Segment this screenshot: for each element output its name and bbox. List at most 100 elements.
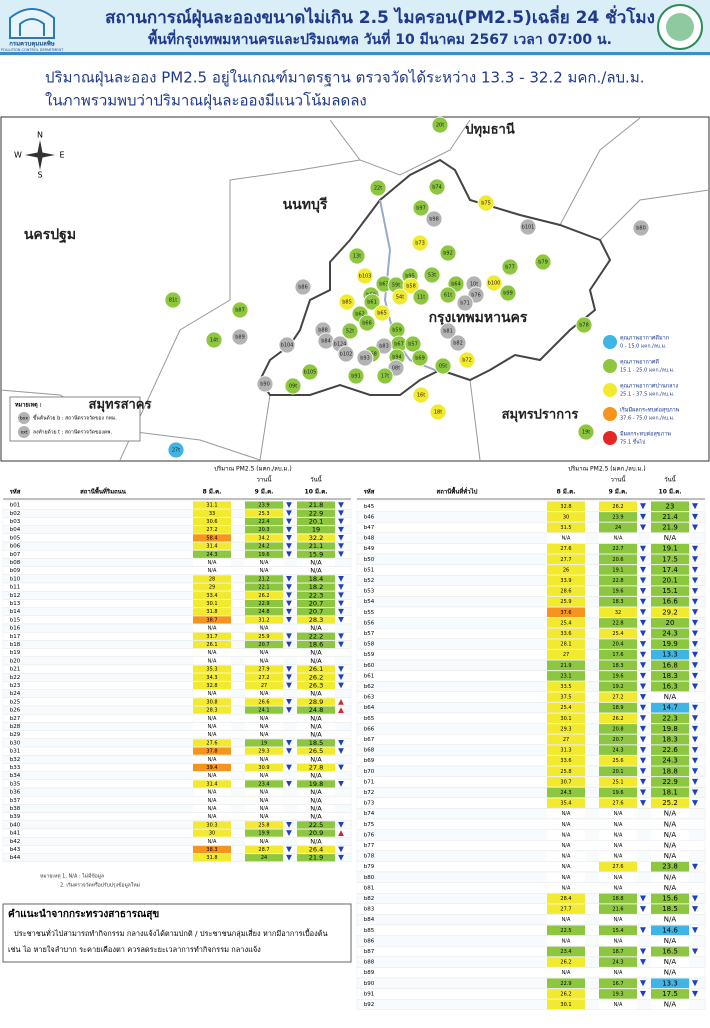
station-code: b99	[503, 291, 513, 297]
value-cell	[297, 673, 335, 681]
row-code: b25	[10, 699, 21, 705]
value-cell	[599, 565, 637, 575]
compass-label: E	[59, 151, 64, 160]
station-marker	[231, 301, 249, 319]
value-text: 26.2	[612, 716, 623, 722]
value-cell	[193, 681, 231, 690]
station-code: b103	[359, 274, 372, 280]
trend-arrow	[692, 683, 698, 690]
row-code: b88	[364, 960, 375, 966]
value-cell	[245, 526, 283, 534]
value-text: 20.1	[309, 518, 324, 526]
value-text: 16.6	[662, 598, 678, 606]
value-cell	[193, 698, 231, 706]
trend-arrow	[692, 588, 698, 595]
station-code: 05t	[439, 364, 447, 370]
value-cell	[651, 851, 689, 861]
row-code: b72	[364, 790, 375, 796]
value-cell	[599, 861, 637, 872]
row-code: b57	[364, 631, 375, 637]
value-text: N/A	[260, 839, 269, 845]
value-text: N/A	[310, 690, 322, 698]
row-code: b35	[10, 781, 21, 787]
value-cell	[245, 649, 283, 657]
table-date: 8 มี.ค.	[557, 488, 576, 496]
row-code: b65	[364, 716, 375, 722]
value-cell	[297, 845, 335, 854]
value-text: N/A	[562, 822, 571, 828]
value-text: 28	[209, 576, 215, 582]
trend-arrow	[286, 600, 292, 607]
station-code: b94	[392, 355, 402, 361]
trend-arrow	[338, 584, 344, 590]
station-code: b84	[321, 339, 331, 345]
value-cell	[651, 649, 689, 660]
value-cell	[193, 829, 231, 837]
row-code: b67	[364, 737, 375, 743]
value-cell	[297, 608, 335, 616]
trend-arrow	[338, 592, 344, 599]
value-text: 19.2	[612, 684, 623, 690]
value-cell	[651, 872, 689, 883]
value-text: 28.6	[560, 589, 571, 595]
station-code: 59t	[392, 283, 400, 289]
value-text: 30.7	[560, 779, 571, 785]
value-text: 20.8	[612, 726, 623, 732]
value-text: 27.2	[612, 695, 623, 701]
compass-label: N	[37, 131, 43, 140]
value-text: N/A	[664, 842, 677, 850]
value-text: 18.6	[309, 641, 324, 649]
station-code: b86	[298, 285, 308, 291]
value-cell	[245, 550, 283, 558]
value-text: N/A	[260, 724, 269, 730]
value-cell	[651, 999, 689, 1010]
row-code: b75	[364, 822, 375, 828]
value-cell	[599, 681, 637, 692]
value-cell	[245, 575, 283, 583]
trend-arrow	[338, 502, 344, 508]
value-cell	[547, 957, 585, 967]
trend-arrow	[338, 543, 344, 549]
value-cell	[297, 731, 335, 739]
value-text: N/A	[260, 773, 269, 779]
station-marker	[373, 304, 391, 322]
value-cell	[651, 671, 689, 681]
value-cell	[245, 509, 283, 517]
legend-range: 25.1 - 37.5 มคก./ลบ.ม.	[620, 392, 675, 398]
value-text: N/A	[310, 837, 322, 845]
value-cell	[297, 698, 335, 706]
table-today: วันนี้	[310, 474, 322, 484]
station-marker	[501, 258, 519, 276]
value-cell	[651, 798, 689, 808]
value-cell	[547, 808, 585, 819]
trend-arrow	[692, 556, 698, 563]
value-text: N/A	[664, 810, 677, 818]
value-cell	[651, 618, 689, 628]
value-cell	[245, 517, 283, 526]
station-marker	[301, 363, 319, 381]
value-text: 18.5	[662, 905, 678, 913]
value-text: 34.3	[206, 675, 217, 681]
value-cell	[547, 755, 585, 766]
value-text: 25.8	[560, 769, 571, 775]
row-code: b78	[364, 854, 375, 860]
value-cell	[245, 780, 283, 788]
value-text: 24.3	[662, 630, 678, 638]
value-cell	[651, 978, 689, 989]
value-text: 31.2	[258, 617, 269, 623]
station-code: b98	[429, 217, 439, 223]
row-code: b24	[10, 691, 21, 697]
value-text: N/A	[310, 772, 322, 780]
station-marker	[412, 288, 430, 306]
trend-arrow	[692, 513, 698, 520]
row-code: b53	[364, 589, 375, 595]
value-cell	[245, 591, 283, 599]
trend-arrow	[692, 927, 698, 934]
value-cell	[599, 512, 637, 522]
value-cell	[297, 706, 335, 714]
value-cell	[297, 567, 335, 575]
value-cell	[547, 565, 585, 575]
value-cell	[599, 755, 637, 766]
value-text: N/A	[208, 757, 217, 763]
row-code: b29	[10, 732, 21, 738]
